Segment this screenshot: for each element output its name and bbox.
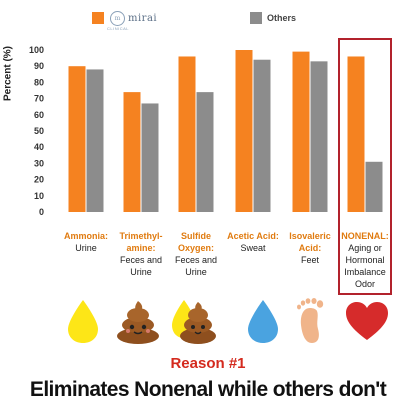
category-label-sulfide-oxygen: Sulfide Oxygen: Feces and Urine [166, 230, 226, 278]
legend-swatch-mirai [92, 12, 104, 24]
category-source: Urine [75, 243, 97, 253]
category-label-nonenal: NONENAL: Aging or Hormonal Imbalance Odo… [335, 230, 395, 290]
heart-icon [346, 302, 388, 340]
bar-mirai-ammonia [68, 66, 86, 212]
bar-mirai-acetic-acid [235, 50, 253, 212]
legend-label-mirai: mirai [128, 12, 158, 24]
category-label-ammonia: Ammonia: Urine [56, 230, 116, 254]
nonenal-highlight-box [338, 38, 392, 295]
y-tick-label: 40 [34, 142, 44, 152]
category-name: Ammonia: [63, 231, 108, 241]
y-tick-label: 0 [39, 207, 44, 217]
bar-others-isovaleric-acid [310, 61, 328, 213]
y-tick-label: 10 [34, 191, 44, 201]
bar-others-sulfide-oxygen [196, 92, 214, 212]
y-tick-label: 20 [34, 175, 44, 185]
y-tick-label: 60 [34, 110, 44, 120]
poop-icon [117, 301, 159, 344]
bar-others-ammonia [86, 69, 104, 212]
category-source: Aging or Hormonal Imbalance Odor [344, 243, 386, 289]
y-tick-label: 70 [34, 94, 44, 104]
category-name: Acetic Acid: [227, 231, 279, 241]
mirai-logo-icon: m [110, 10, 125, 26]
category-source: Feces and Urine [174, 255, 218, 277]
reason-heading: Reason #1 [170, 355, 246, 372]
bar-others-nonenal [365, 161, 383, 212]
y-tick-label: 80 [34, 77, 44, 87]
footprint-icon [297, 298, 324, 343]
bar-others-acetic-acid [253, 59, 271, 212]
y-tick-label: 90 [34, 61, 44, 71]
legend-mirai: m mirai CLINICAL [92, 10, 158, 31]
category-name: NONENAL: [341, 231, 389, 241]
category-label-acetic-acid: Acetic Acid: Sweat [223, 230, 283, 254]
bar-mirai-sulfide-oxygen [178, 56, 196, 213]
y-tick-label: 30 [34, 158, 44, 168]
category-source: Feces and Urine [119, 255, 163, 277]
headline: Eliminates Nonenal while others don't [29, 378, 387, 401]
category-source: Sweat [240, 243, 266, 253]
y-tick-label: 100 [29, 45, 44, 55]
category-label-isovaleric-acid: Isovaleric Acid: Feet [280, 230, 340, 266]
category-source: Feet [300, 255, 319, 265]
bar-mirai-nonenal [347, 56, 365, 213]
category-label-trimethylamine: Trimethyl-amine: Feces and Urine [111, 230, 171, 278]
legend-others: Others [250, 10, 296, 26]
bar-mirai-isovaleric-acid [292, 51, 310, 213]
bar-mirai-trimethylamine [123, 92, 141, 212]
legend-label-others: Others [267, 13, 297, 23]
blue-drop-icon [248, 300, 278, 343]
category-name: Isovaleric Acid: [289, 231, 331, 253]
legend-sublabel-mirai: CLINICAL [107, 26, 130, 31]
poop-with-drop-icon [172, 300, 216, 344]
legend-swatch-others [250, 12, 262, 24]
category-name: Sulfide Oxygen: [177, 231, 214, 253]
bar-others-trimethylamine [141, 103, 159, 212]
yellow-drop-icon [68, 300, 98, 343]
category-name: Trimethyl-amine: [119, 231, 163, 253]
y-tick-label: 50 [34, 126, 44, 136]
